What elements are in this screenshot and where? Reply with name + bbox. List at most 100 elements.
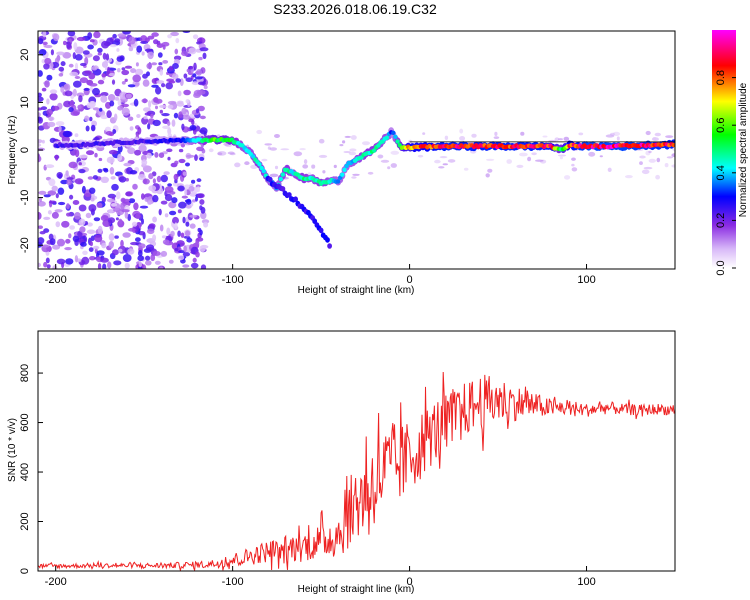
noise-speckle (202, 52, 207, 59)
noise-speckle (459, 128, 464, 134)
noise-speckle (69, 194, 74, 200)
noise-speckle (97, 225, 103, 234)
noise-speckle (531, 152, 537, 156)
noise-speckle (105, 126, 111, 133)
noise-speckle (101, 242, 107, 249)
noise-speckle (100, 92, 109, 97)
noise-speckle (127, 147, 136, 155)
ridge-point (278, 176, 283, 182)
noise-speckle (198, 56, 203, 61)
noise-speckle (84, 70, 93, 74)
noise-speckle (66, 179, 72, 186)
noise-speckle (52, 244, 61, 250)
noise-speckle (142, 79, 150, 87)
noise-speckle (58, 73, 64, 77)
noise-speckle (344, 135, 352, 138)
noise-speckle (293, 151, 303, 157)
noise-speckle (108, 149, 118, 155)
noise-speckle (195, 251, 200, 258)
noise-speckle (178, 255, 185, 261)
noise-speckle (72, 88, 77, 97)
noise-speckle (52, 33, 60, 42)
noise-speckle (463, 167, 469, 171)
noise-speckle (185, 204, 192, 209)
y-tick-label: 20 (19, 49, 31, 61)
noise-speckle (133, 98, 139, 107)
noise-speckle (616, 136, 620, 141)
noise-speckle (44, 80, 50, 88)
noise-speckle (74, 149, 80, 158)
noise-speckle (124, 262, 130, 269)
noise-speckle (64, 247, 72, 251)
noise-speckle (571, 157, 576, 161)
ridge-series (52, 127, 675, 192)
noise-speckle (58, 201, 66, 206)
noise-speckle (167, 34, 173, 39)
noise-speckle (65, 258, 74, 265)
noise-speckle (83, 87, 90, 91)
ridge-point (391, 130, 396, 135)
noise-speckle (38, 139, 43, 144)
noise-speckle (98, 157, 103, 162)
noise-speckle (66, 203, 70, 210)
noise-speckle (136, 45, 143, 53)
noise-speckle (74, 54, 83, 61)
ridge-point (280, 172, 286, 177)
noise-speckle (178, 148, 184, 153)
noise-speckle (134, 149, 142, 156)
noise-speckle (69, 99, 75, 108)
noise-speckle (256, 129, 263, 135)
noise-speckle (380, 159, 390, 163)
y-tick-label: -20 (19, 237, 31, 253)
y-tick-label: -10 (19, 190, 31, 206)
x-tick-label: 100 (577, 274, 595, 286)
noise-speckle (152, 119, 161, 127)
noise-speckle (100, 257, 109, 263)
noise-speckle (390, 150, 400, 155)
noise-speckle (182, 216, 186, 224)
noise-speckle (189, 124, 197, 131)
noise-speckle (161, 41, 170, 47)
noise-speckle (180, 232, 185, 238)
noise-speckle (50, 49, 55, 56)
noise-speckle (269, 173, 279, 178)
noise-speckle (107, 261, 112, 269)
noise-speckle (137, 266, 143, 269)
colorbar-tick-label: 0.8 (715, 70, 727, 85)
noise-speckle (79, 226, 86, 233)
noise-speckle (108, 209, 114, 214)
noise-speckle (578, 132, 584, 136)
noise-speckle (203, 221, 209, 228)
noise-speckle (41, 244, 50, 248)
noise-speckle (38, 212, 42, 220)
noise-speckle (110, 176, 116, 180)
noise-speckle (101, 73, 107, 78)
noise-speckle (152, 194, 159, 203)
noise-speckle (362, 141, 370, 146)
noise-speckle (124, 78, 128, 83)
noise-speckle (56, 258, 66, 265)
noise-speckle (439, 156, 448, 159)
noise-speckle (182, 252, 191, 257)
noise-speckle (146, 63, 153, 69)
noise-speckle (192, 199, 196, 203)
noise-speckle (274, 134, 280, 138)
noise-speckle (117, 33, 127, 38)
noise-speckle (185, 99, 190, 104)
noise-speckle (137, 255, 144, 262)
noise-speckle (168, 259, 174, 264)
noise-speckle (79, 154, 88, 159)
branch-point (325, 237, 330, 243)
noise-speckle (92, 55, 100, 62)
noise-speckle (88, 247, 94, 253)
noise-speckle (129, 126, 134, 131)
noise-speckle (55, 221, 61, 228)
noise-speckle (191, 81, 199, 86)
noise-speckle (152, 216, 158, 223)
noise-speckle (69, 225, 75, 230)
noise-speckle (174, 248, 179, 252)
noise-speckle (333, 164, 337, 169)
noise-speckle (173, 112, 179, 119)
noise-speckle (564, 175, 571, 180)
